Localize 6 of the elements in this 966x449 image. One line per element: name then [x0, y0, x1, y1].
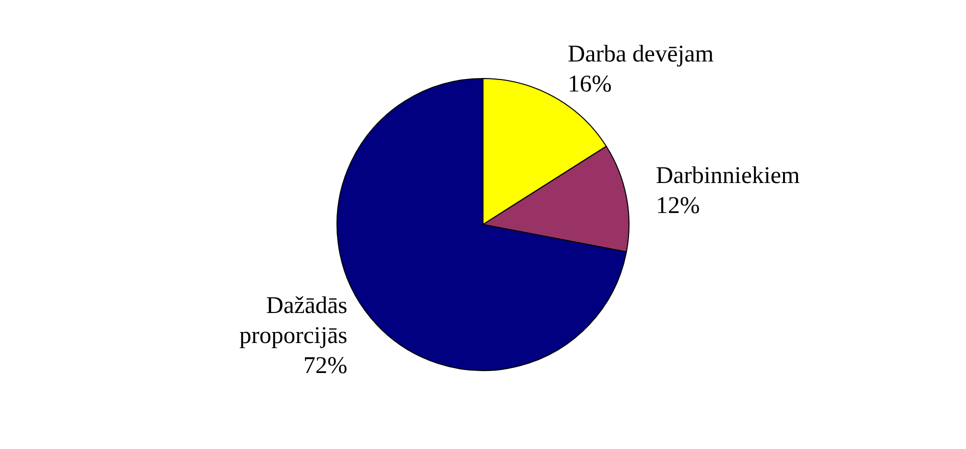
data-label: 72%	[303, 352, 348, 379]
slice-label: Dažādās proporcijās	[239, 292, 348, 349]
data-label: 16%	[568, 72, 612, 98]
slice-label: Darbinniekiem	[656, 162, 800, 189]
data-label: 12%	[656, 192, 700, 219]
slice-label: Darba devējam	[568, 42, 714, 68]
